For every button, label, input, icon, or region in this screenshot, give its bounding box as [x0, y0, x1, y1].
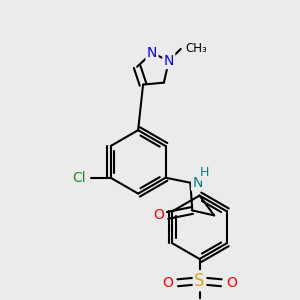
Text: N: N	[192, 176, 203, 190]
Text: CH₃: CH₃	[186, 42, 207, 56]
Text: O: O	[226, 276, 237, 290]
Text: O: O	[162, 276, 173, 290]
Text: S: S	[194, 272, 205, 290]
Text: N: N	[164, 54, 174, 68]
Text: Cl: Cl	[72, 171, 86, 185]
Text: N: N	[147, 46, 157, 60]
Text: O: O	[154, 208, 165, 222]
Text: H: H	[200, 166, 209, 179]
